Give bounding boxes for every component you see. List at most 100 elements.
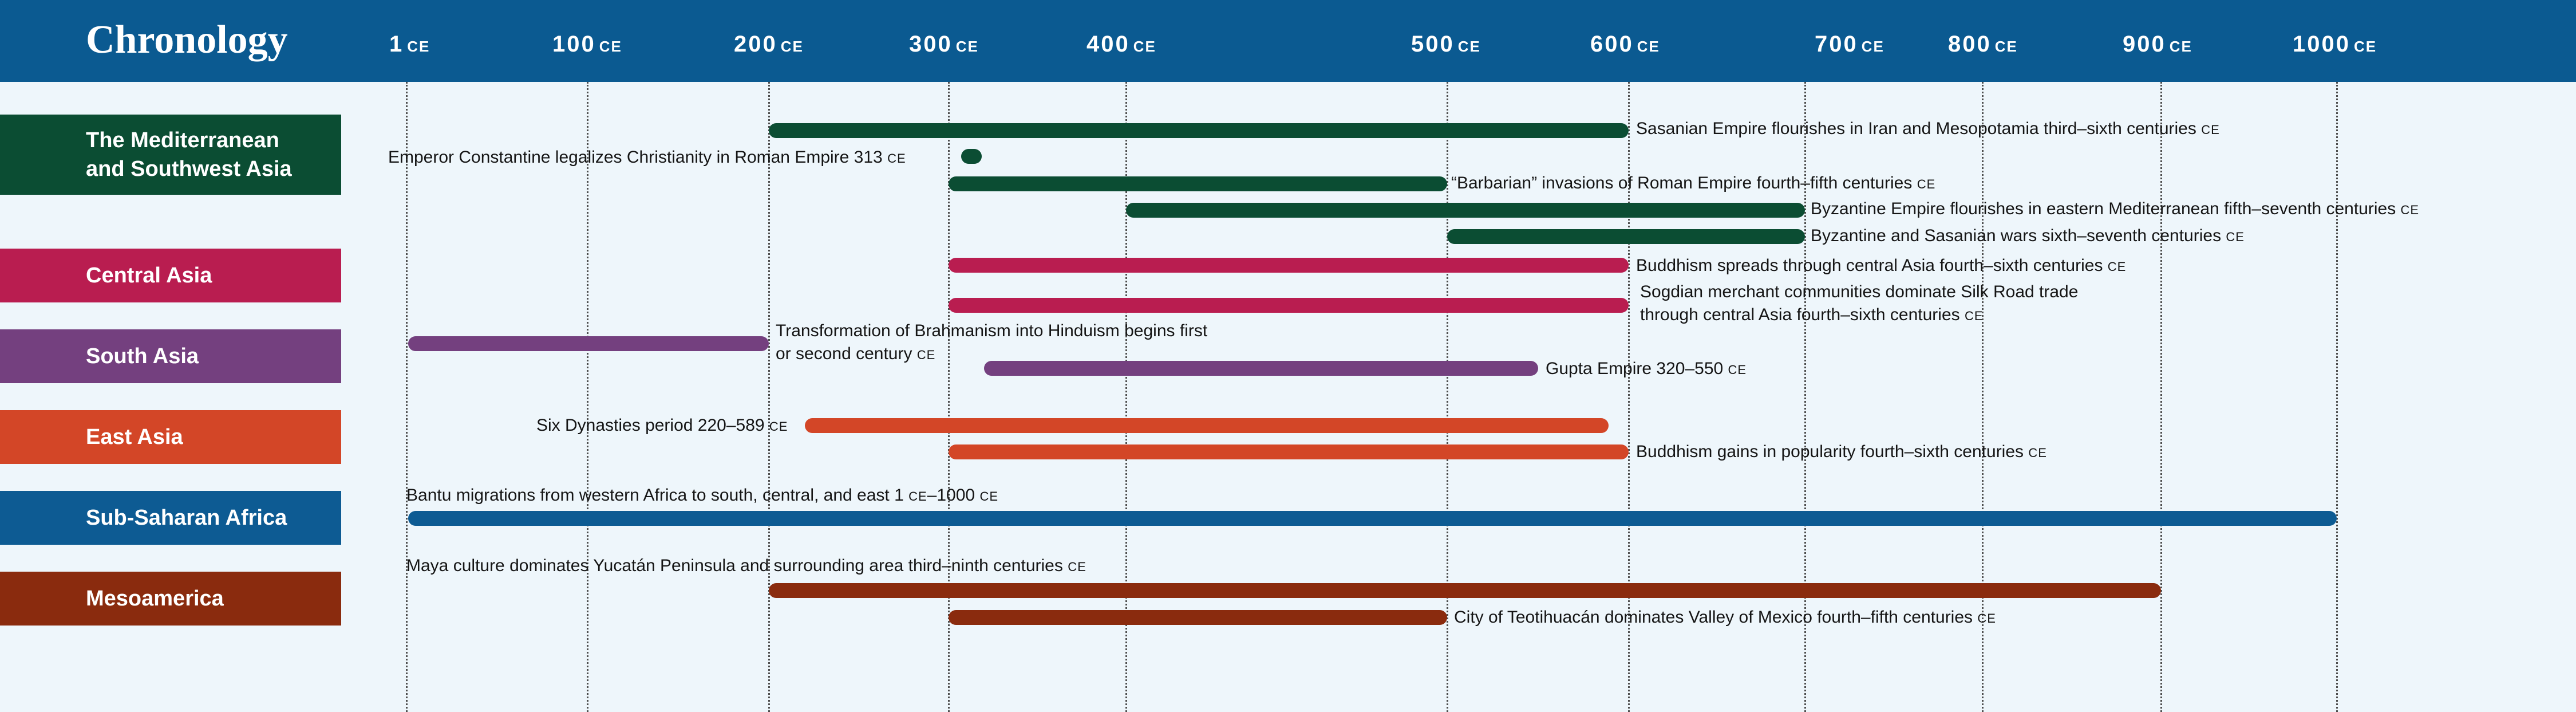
tick-era: CE (780, 38, 804, 55)
event-bar (949, 258, 1629, 273)
era-marker: CE (1977, 611, 1996, 626)
gridline (1447, 82, 1448, 712)
event-text: Six Dynasties period 220–589 (536, 416, 769, 435)
event-label: Byzantine Empire flourishes in eastern M… (1811, 198, 2419, 222)
era-marker: CE (769, 419, 788, 434)
tick-era: CE (407, 38, 430, 55)
event-text: Emperor Constantine legalizes Christiani… (388, 148, 888, 167)
event-text: Buddhism gains in popularity fourth–sixt… (1636, 442, 2029, 461)
event-label: Buddhism gains in popularity fourth–sixt… (1636, 440, 2047, 465)
region-mesoamerica: Mesoamerica (0, 572, 341, 626)
tick-value: 500 (1411, 32, 1455, 57)
event-text-after: –1000 (927, 486, 980, 505)
event-text: Byzantine and Sasanian wars sixth–sevent… (1811, 226, 2226, 245)
region-name-line2: and Southwest Asia (86, 157, 292, 181)
gridline (1804, 82, 1806, 712)
era-marker: CE (2226, 230, 2245, 244)
era-marker: CE (2400, 203, 2420, 217)
page-title: Chronology (86, 18, 288, 62)
gridline (1125, 82, 1127, 712)
tick-era: CE (2353, 38, 2377, 55)
region-name: Mesoamerica (86, 587, 224, 611)
event-text: “Barbarian” invasions of Roman Empire fo… (1451, 174, 1917, 192)
axis-tick-label: 100 CE (552, 30, 622, 61)
axis-tick-label: 600 CE (1590, 30, 1660, 61)
event-text: Gupta Empire 320–550 (1546, 359, 1728, 378)
region-central-asia: Central Asia (0, 249, 341, 302)
axis-tick-label: 200 CE (734, 30, 804, 61)
tick-era: CE (1861, 38, 1884, 55)
era-marker: CE (1728, 363, 1747, 377)
era-marker: CE (2107, 259, 2127, 274)
event-bar (1126, 203, 1805, 218)
tick-value: 1000 (2293, 32, 2350, 57)
tick-era: CE (955, 38, 979, 55)
event-bar (984, 361, 1538, 376)
tick-value: 1 (389, 32, 404, 57)
region-name: Sub-Saharan Africa (86, 506, 287, 530)
event-label: Bantu migrations from western Africa to … (406, 484, 998, 508)
event-label: Byzantine and Sasanian wars sixth–sevent… (1811, 225, 2245, 249)
event-bar (769, 583, 2161, 598)
event-label: Emperor Constantine legalizes Christiani… (388, 146, 906, 170)
axis-tick-label: 800 CE (1948, 30, 2018, 61)
tick-era: CE (1994, 38, 2018, 55)
tick-value: 900 (2123, 32, 2166, 57)
era-marker: CE (979, 489, 998, 503)
event-text: Byzantine Empire flourishes in eastern M… (1811, 199, 2401, 218)
event-text: City of Teotihuacán dominates Valley of … (1454, 608, 1978, 627)
event-label: Transformation of Brahmanism into Hindui… (776, 320, 1207, 367)
gridline (948, 82, 950, 712)
region-south-asia: South Asia (0, 329, 341, 383)
event-bar (1447, 229, 1805, 244)
era-marker: CE (2201, 123, 2220, 137)
event-bar (949, 176, 1447, 191)
event-label: Maya culture dominates Yucatán Peninsula… (406, 554, 1086, 579)
era-marker: CE (1964, 309, 1984, 323)
region-mediterranean: The Mediterranean and Southwest Asia (0, 115, 341, 195)
tick-era: CE (1457, 38, 1481, 55)
gridline (1982, 82, 1984, 712)
tick-value: 800 (1948, 32, 1992, 57)
axis-tick-label: 300 CE (909, 30, 979, 61)
era-marker: CE (2028, 446, 2047, 460)
gridline (2336, 82, 2338, 712)
tick-era: CE (2169, 38, 2192, 55)
era-marker: CE (887, 151, 906, 166)
event-label: Six Dynasties period 220–589 CE (536, 414, 788, 438)
event-label-line1: Sogdian merchant communities dominate Si… (1640, 282, 2079, 301)
tick-value: 300 (909, 32, 953, 57)
era-marker: CE (1068, 560, 1086, 574)
tick-era: CE (1133, 38, 1156, 55)
tick-value: 700 (1815, 32, 1858, 57)
axis-tick-label: 400 CE (1086, 30, 1156, 61)
gridline (2160, 82, 2162, 712)
event-label: Sasanian Empire flourishes in Iran and M… (1636, 117, 2220, 141)
era-marker: CE (1917, 177, 1936, 191)
axis-tick-label: 1 CE (389, 30, 430, 61)
axis-tick-label: 500 CE (1411, 30, 1481, 61)
region-sub-saharan-africa: Sub-Saharan Africa (0, 491, 341, 545)
event-label: Gupta Empire 320–550 CE (1546, 357, 1747, 381)
tick-value: 600 (1590, 32, 1634, 57)
tick-era: CE (1637, 38, 1660, 55)
gridline (1628, 82, 1630, 712)
tick-era: CE (599, 38, 622, 55)
gridline (768, 82, 770, 712)
event-text: Buddhism spreads through central Asia fo… (1636, 256, 2108, 275)
event-bar (949, 610, 1447, 625)
event-bar (408, 336, 769, 351)
era-marker: CE (908, 489, 927, 503)
event-label: City of Teotihuacán dominates Valley of … (1454, 606, 1996, 630)
header-bar: Chronology 1 CE 100 CE 200 CE 300 CE 400 CE 500 CE 6… (0, 0, 2576, 82)
event-label: Buddhism spreads through central Asia fo… (1636, 254, 2126, 278)
event-label-line1: Transformation of Brahmanism into Hindui… (776, 321, 1208, 340)
gridline (406, 82, 408, 712)
tick-value: 100 (552, 32, 596, 57)
region-east-asia: East Asia (0, 410, 341, 464)
gridline (587, 82, 588, 712)
event-text: Maya culture dominates Yucatán Peninsula… (406, 556, 1068, 575)
event-bar (949, 298, 1629, 313)
region-name: East Asia (86, 425, 183, 449)
tick-value: 400 (1086, 32, 1130, 57)
